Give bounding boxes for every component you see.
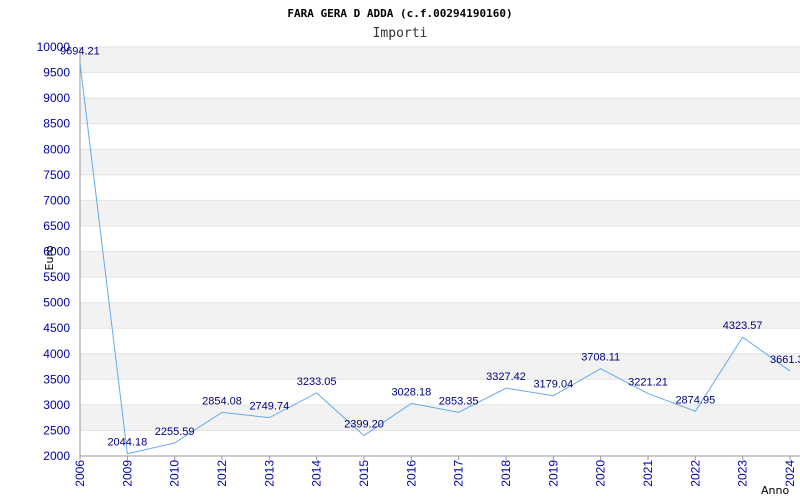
x-tick-label: 2023 <box>736 460 750 487</box>
y-tick-label: 2000 <box>43 449 70 463</box>
data-label: 2854.08 <box>202 395 242 407</box>
grid-lines <box>80 46 800 457</box>
data-label: 2749.74 <box>249 401 289 413</box>
data-label: 2874.95 <box>675 394 715 406</box>
y-tick-label: 5000 <box>43 296 70 310</box>
y-tick-label: 9500 <box>43 66 70 80</box>
x-tick-label: 2022 <box>688 460 702 487</box>
y-tick-label: 6000 <box>43 245 70 259</box>
data-label: 2044.18 <box>107 437 147 449</box>
grid-band <box>80 251 800 278</box>
data-label: 3661.33 <box>770 354 800 366</box>
y-tick-label: 3500 <box>43 372 70 386</box>
y-tick-label: 8500 <box>43 117 70 131</box>
y-tick-labels: 2000 2500 3000 3500 4000 4500 5000 5500 6000 6500… <box>37 40 71 463</box>
data-label: 3327.42 <box>486 371 526 383</box>
x-tick-label: 2021 <box>641 460 655 487</box>
grid-band <box>80 98 800 124</box>
data-label: 2853.35 <box>439 395 479 407</box>
y-tick-label: 7000 <box>43 193 70 207</box>
x-tick-label: 2015 <box>357 460 371 487</box>
x-tick-label: 2024 <box>783 460 797 487</box>
data-label: 3179.04 <box>533 379 573 391</box>
series-line <box>79 62 791 455</box>
x-tick-label: 2009 <box>120 460 134 487</box>
x-tick-label: 2020 <box>594 460 608 487</box>
y-tick-label: 6500 <box>43 219 70 233</box>
data-label: 3233.05 <box>297 376 337 388</box>
y-tick-label: 4500 <box>43 321 70 335</box>
data-label: 3028.18 <box>391 386 431 398</box>
x-tick-label: 2019 <box>546 460 560 487</box>
data-label: 2399.20 <box>344 419 384 431</box>
x-axis-label: Anno <box>761 484 789 497</box>
grid-band <box>80 200 800 226</box>
y-axis-label: Euro <box>43 245 56 270</box>
data-label: 3708.11 <box>581 352 620 364</box>
x-tick-label: 2018 <box>499 460 513 487</box>
data-labels: 9694.21 2044.18 2255.59 2854.08 2749.74 3233.… <box>60 46 800 449</box>
x-tick-label: 2014 <box>310 460 324 487</box>
x-tick-label: 2013 <box>262 460 276 487</box>
y-tick-label: 8000 <box>43 142 70 156</box>
y-tick-label: 7500 <box>43 168 70 182</box>
data-label: 3221.21 <box>628 377 668 389</box>
data-label: 2255.59 <box>155 426 195 438</box>
grid-band <box>80 149 800 175</box>
x-tick-label: 2017 <box>452 460 466 487</box>
y-tick-label: 10000 <box>37 40 71 54</box>
chart-title: FARA GERA D ADDA (c.f.00294190160) <box>287 7 512 20</box>
chart-subtitle: Importi <box>373 26 428 41</box>
x-tick-label: 2016 <box>404 460 418 487</box>
grid-band <box>80 353 800 380</box>
y-tick-label: 2500 <box>43 423 70 437</box>
x-tick-labels: 2006 2009 2010 2012 2013 2014 2015 2016 2017 2018… <box>73 456 797 487</box>
y-tick-label: 5500 <box>43 270 70 284</box>
data-label: 9694.21 <box>60 46 100 58</box>
x-tick-label: 2010 <box>168 460 182 487</box>
grid-bands <box>80 47 800 431</box>
grid-band <box>80 302 800 329</box>
grid-band <box>80 47 800 73</box>
y-tick-label: 4000 <box>43 347 70 361</box>
x-tick-label: 2006 <box>73 460 87 487</box>
x-tick-label: 2012 <box>215 460 229 487</box>
y-tick-label: 9000 <box>43 91 70 105</box>
data-label: 4323.57 <box>723 320 763 332</box>
y-tick-label: 3000 <box>43 398 70 412</box>
